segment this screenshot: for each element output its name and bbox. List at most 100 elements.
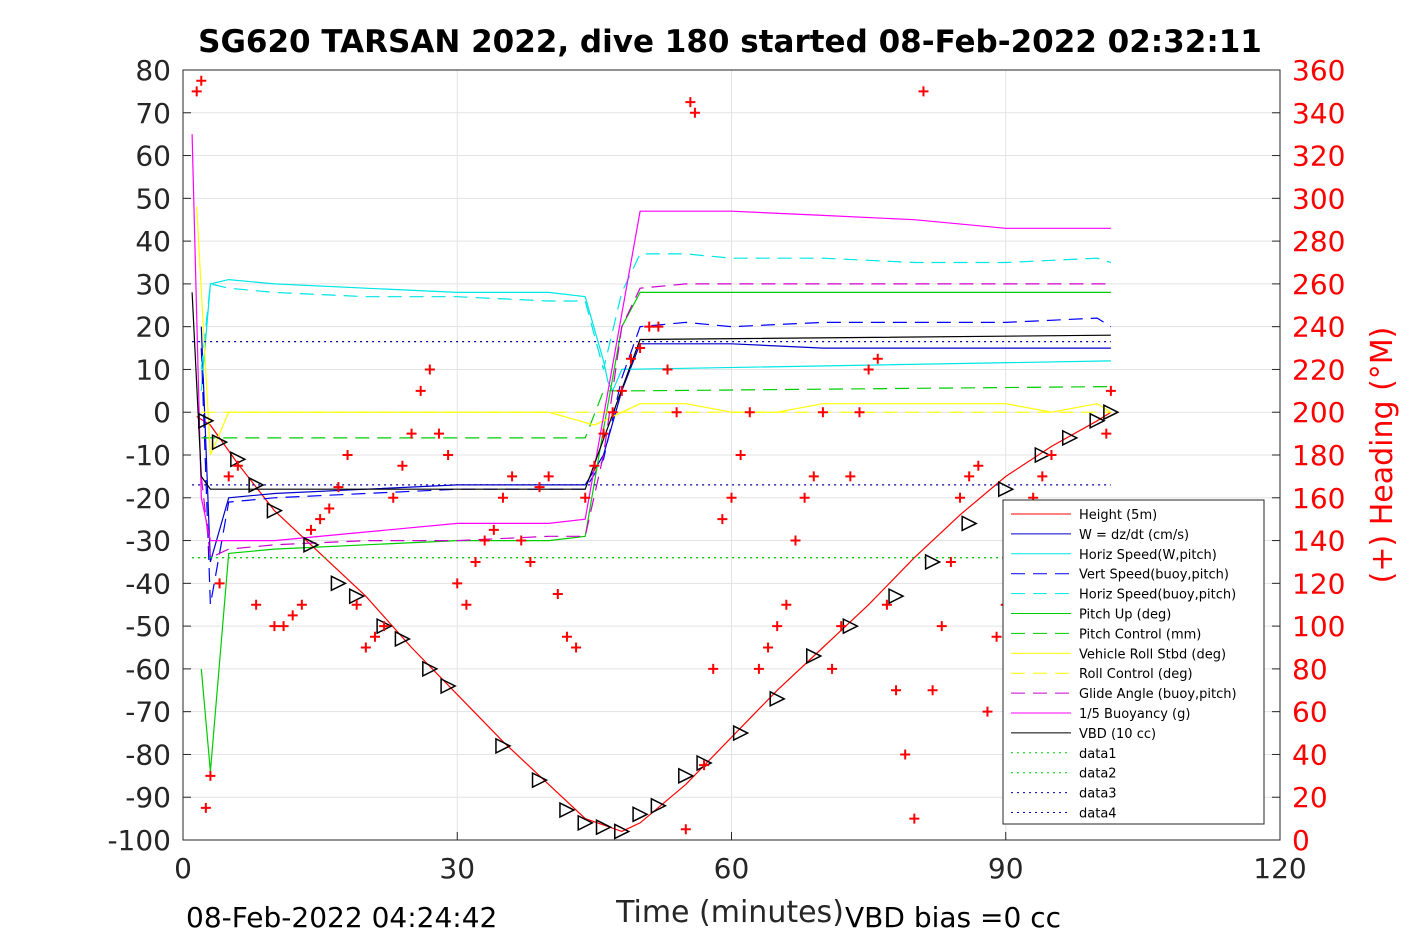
legend-label-data3: data3 [1079, 787, 1117, 802]
y2-tick-label: 200 [1292, 396, 1345, 429]
heading-marker [918, 86, 929, 97]
heading-marker [470, 556, 481, 567]
height-markers [198, 404, 1120, 840]
y-tick-label: 50 [135, 182, 171, 215]
y-tick-label: -100 [107, 824, 171, 857]
y2-axis-ticks: 3603403203002802602402202001801601401201… [1272, 54, 1345, 857]
y-tick-label: -20 [125, 482, 171, 515]
heading-marker [653, 321, 664, 332]
heading-marker [982, 706, 993, 717]
heading-marker [891, 685, 902, 696]
height-marker [961, 515, 978, 532]
heading-marker [808, 471, 819, 482]
heading-marker [735, 450, 746, 460]
height-marker [1034, 446, 1051, 464]
legend-box [1002, 499, 1265, 825]
footer-vbd-bias: VBD bias =0 cc [845, 901, 1061, 934]
heading-marker [479, 535, 490, 546]
height-marker [577, 814, 594, 832]
y-tick-label: 0 [153, 396, 171, 429]
heading-marker [881, 599, 892, 610]
legend-label-data1: data1 [1079, 747, 1117, 762]
heading-marker [1101, 428, 1112, 439]
heading-marker [296, 599, 307, 610]
y-tick-label: 40 [135, 225, 171, 258]
heading-marker [552, 589, 563, 600]
legend-label-pitch-up-deg: Pitch Up (deg) [1079, 608, 1171, 623]
legend-label-height-5m: Height (5m) [1079, 508, 1157, 523]
height-marker [998, 481, 1015, 498]
heading-marker [699, 760, 710, 771]
heading-marker [836, 621, 847, 632]
legend-label-roll-control-deg: Roll Control (deg) [1079, 667, 1193, 682]
heading-marker [543, 471, 554, 482]
heading-marker [388, 492, 399, 503]
heading-marker [589, 460, 600, 471]
heading-marker [232, 460, 243, 471]
heading-marker [223, 471, 234, 482]
heading-marker [525, 556, 536, 567]
height-marker [198, 412, 215, 429]
y2-tick-label: 180 [1292, 439, 1345, 472]
y2-tick-label: 40 [1292, 738, 1328, 771]
legend-label-vert-speed-buoy-pitch: Vert Speed(buoy,pitch) [1079, 568, 1229, 583]
heading-marker [379, 621, 390, 632]
heading-marker [909, 813, 920, 824]
heading-marker [443, 450, 454, 460]
height-marker [595, 818, 613, 836]
heading-marker [433, 428, 444, 439]
heading-marker [461, 599, 472, 610]
heading-marker [571, 642, 582, 653]
heading-marker [763, 642, 774, 653]
heading-marker [305, 524, 316, 535]
y2-axis-label: (+) Heading (°M) [1365, 327, 1400, 584]
legend-label-glide-angle-buoy-pitch: Glide Angle (buoy,pitch) [1079, 687, 1237, 702]
heading-marker [1046, 450, 1057, 460]
height-marker [495, 737, 512, 755]
legend-label-vehicle-roll-stbd-deg: Vehicle Roll Stbd (deg) [1079, 647, 1226, 662]
heading-marker [854, 407, 865, 418]
legend-label-w-dz-dt-cm-s: W = dz/dt (cm/s) [1079, 528, 1189, 543]
heading-marker [251, 599, 262, 610]
heading-marker [205, 770, 216, 781]
heading-marker [927, 685, 938, 696]
y-tick-label: -30 [125, 525, 171, 558]
legend: Height (5m) W = dz/dt (cm/s) Horiz Speed(W… [1002, 499, 1265, 825]
heading-marker [781, 599, 792, 610]
heading-marker [369, 631, 380, 642]
heading-marker [753, 663, 764, 674]
heading-marker [351, 599, 362, 610]
series-vbd-10-cc [191, 292, 1111, 490]
height-marker [924, 553, 942, 571]
heading-marker [196, 75, 207, 86]
legend-label-data2: data2 [1079, 767, 1117, 782]
height-marker [348, 587, 366, 605]
heading-marker [936, 621, 947, 632]
y-axis-ticks: 80 70 60 50 40 30 20 10 0 -10 -20 -30 -40 -50 -60 -70 -8… [107, 54, 191, 857]
heading-marker [342, 450, 353, 460]
heading-marker [689, 107, 700, 118]
heading-marker [717, 514, 728, 525]
series-pitch-control-mm [201, 386, 1111, 439]
heading-marker [644, 321, 655, 332]
heading-marker [671, 407, 682, 418]
y-tick-label: 80 [135, 54, 171, 87]
x-tick-label: 90 [988, 852, 1024, 885]
y2-tick-label: 0 [1292, 824, 1310, 857]
height-marker [559, 801, 576, 819]
y-tick-label: -90 [125, 781, 171, 814]
y2-tick-label: 80 [1292, 653, 1328, 686]
series-height-5m [196, 411, 1112, 833]
heading-marker [516, 535, 527, 546]
heading-marker [200, 802, 211, 813]
height-marker [303, 536, 320, 554]
height-marker [531, 771, 549, 789]
height-marker [806, 647, 823, 665]
heading-marker [497, 492, 508, 503]
y-tick-label: -60 [125, 653, 171, 686]
heading-marker [333, 482, 344, 493]
heading-marker [561, 631, 572, 642]
heading-marker [863, 364, 874, 375]
y2-tick-label: 260 [1292, 268, 1345, 301]
